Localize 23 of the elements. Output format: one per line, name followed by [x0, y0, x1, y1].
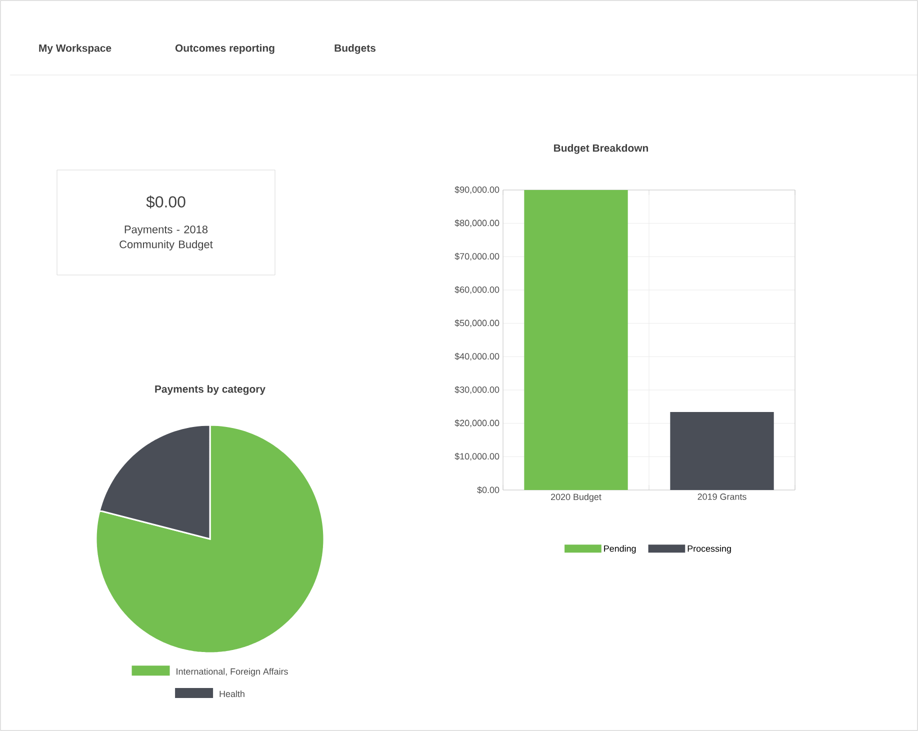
y-tick-label: $80,000.00: [454, 219, 500, 228]
legend-label: Health: [220, 690, 244, 698]
chart-title: Budget Breakdown: [554, 144, 648, 154]
y-tick-label: $0.00: [477, 486, 500, 494]
y-tick-label: $30,000.00: [454, 386, 500, 394]
y-tick-label: $10,000.00: [454, 452, 500, 461]
y-tick-label: $40,000.00: [454, 352, 500, 361]
legend-label: Processing: [688, 545, 731, 554]
legend-label: Pending: [604, 545, 636, 554]
y-tick-label: $70,000.00: [454, 252, 500, 261]
y-tick-label: $60,000.00: [454, 286, 500, 294]
y-tick-label: $90,000.00: [454, 186, 500, 194]
text: Budgets: [334, 44, 376, 54]
y-tick-label: $50,000.00: [454, 319, 500, 328]
x-tick-label: 2019 Grants: [698, 494, 746, 500]
text: $0.00: [146, 196, 186, 208]
text: Payments - 2018 Community Budget: [120, 226, 213, 250]
legend-label: International, Foreign Affairs: [176, 668, 288, 676]
y-tick-label: $20,000.00: [454, 419, 500, 428]
text: Outcomes reporting: [175, 44, 274, 54]
text: My Workspace: [39, 44, 112, 54]
chart-title: Payments by category: [155, 385, 266, 395]
x-tick-label: 2020 Budget: [551, 494, 602, 502]
